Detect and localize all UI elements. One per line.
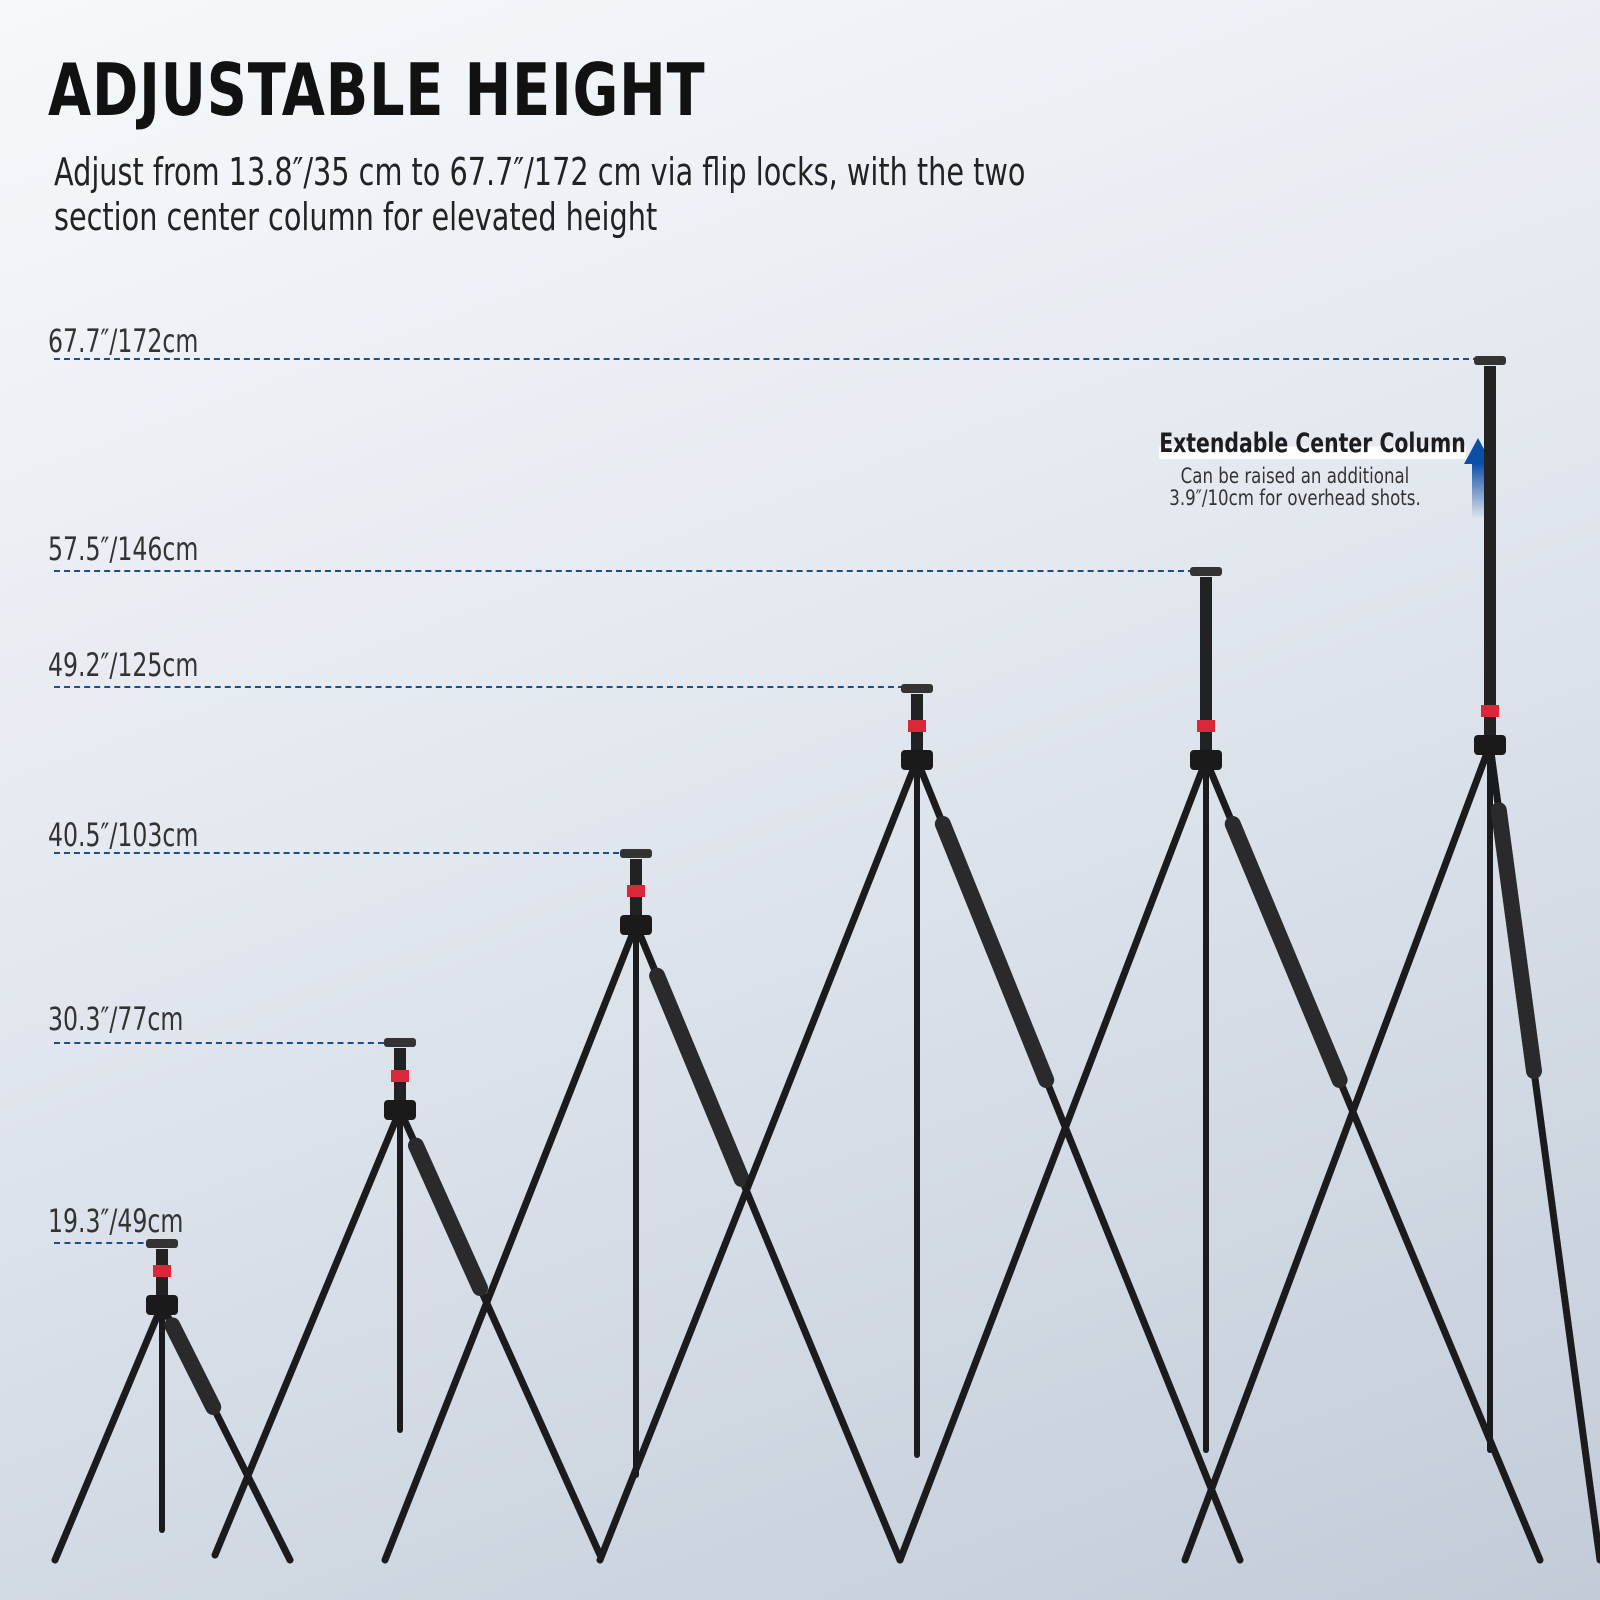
tripod-4-center-column [1200, 577, 1212, 766]
tripod-1-lock-ring [391, 1070, 409, 1082]
tripod-0-lock-ring [153, 1265, 171, 1277]
tripod-4-lock-ring [1197, 720, 1215, 732]
center-column-callout: Extendable Center Column Can be raised a… [1130, 428, 1466, 510]
tripod-0-leg-hub [146, 1295, 178, 1315]
height-line-103 [54, 852, 629, 854]
tripod-3-leg-hub [901, 750, 933, 770]
tripod-3-leg [596, 756, 921, 1564]
height-line-49 [54, 1242, 154, 1244]
tripod-2-leg [381, 921, 640, 1564]
height-label-103: 40.5″/103cm [48, 816, 199, 854]
height-label-125: 49.2″/125cm [48, 646, 199, 684]
tripod-2-mount-plate [620, 849, 652, 858]
page-subtitle: Adjust from 13.8″/35 cm to 67.7″/172 cm … [54, 150, 1026, 239]
tripod-5-leg [1181, 741, 1494, 1564]
tripod-5-lock-ring [1481, 705, 1499, 717]
callout-text: Can be raised an additional 3.9″/10cm fo… [1169, 464, 1421, 510]
tripod-3-lock-ring [908, 720, 926, 732]
callout-title: Extendable Center Column [1159, 428, 1466, 459]
height-label-146: 57.5″/146cm [48, 530, 199, 568]
tripod-4-leg-hub [1190, 750, 1222, 770]
height-line-125 [54, 686, 904, 688]
tripod-4-leg [896, 756, 1210, 1564]
height-line-172 [54, 358, 1479, 360]
height-label-172: 67.7″/172cm [48, 322, 199, 360]
tripod-5-foam-grip [1490, 802, 1542, 1079]
tripod-5-center-column [1484, 366, 1496, 751]
tripod-3-mount-plate [901, 684, 933, 693]
tripod-1-leg-hub [384, 1100, 416, 1120]
height-line-77 [54, 1042, 384, 1044]
height-label-77: 30.3″/77cm [48, 1000, 184, 1038]
tripod-3-foam-grip [934, 816, 1055, 1088]
tripod-1-foam-grip [408, 1137, 488, 1296]
height-line-146 [54, 570, 1194, 572]
tripod-4-foam-grip [1224, 816, 1348, 1088]
tripod-5-mount-plate [1474, 356, 1506, 365]
tripod-0-foam-grip [164, 1317, 222, 1415]
tripod-2-lock-ring [627, 885, 645, 897]
tripod-1-mount-plate [384, 1038, 416, 1047]
page-title: ADJUSTABLE HEIGHT [48, 48, 706, 132]
tripod-2-foam-grip [649, 967, 750, 1187]
tripod-0-leg [51, 1301, 166, 1564]
tripod-2-leg-hub [620, 915, 652, 935]
tripod-4-mount-plate [1190, 567, 1222, 576]
tripod-5-leg-hub [1474, 735, 1506, 755]
tripod-1-leg [211, 1106, 404, 1559]
tripod-0-mount-plate [146, 1239, 178, 1248]
height-label-49: 19.3″/49cm [48, 1202, 184, 1240]
